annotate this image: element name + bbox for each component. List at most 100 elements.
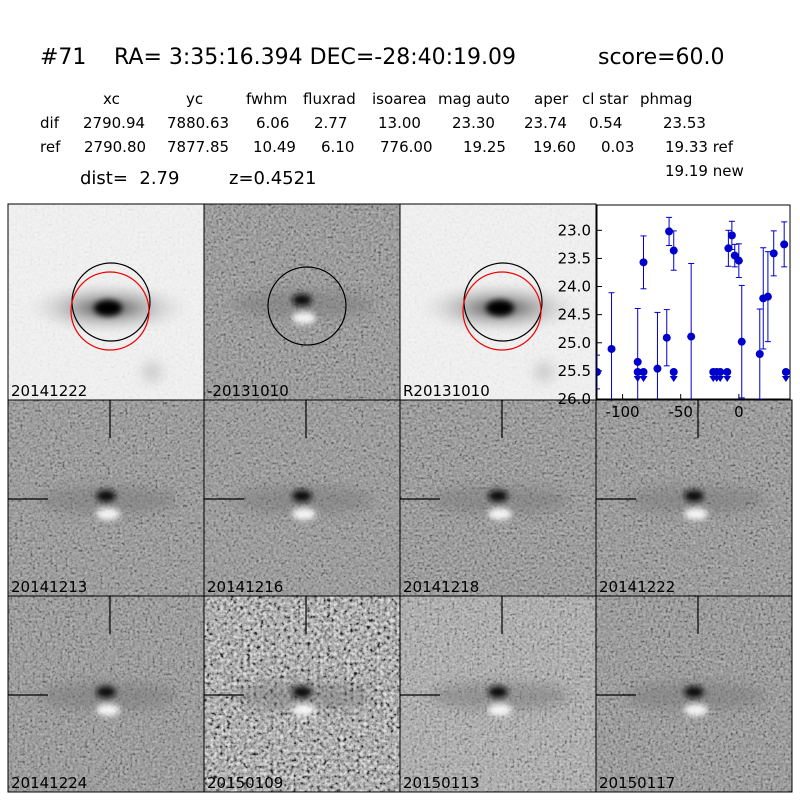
bright-residual xyxy=(96,704,120,716)
dark-residual xyxy=(488,686,508,698)
table-cell: 13.00 xyxy=(378,114,421,132)
image-panel: 20150113 xyxy=(399,595,597,793)
table-cell: 0.03 xyxy=(601,138,634,156)
data-point xyxy=(653,364,662,373)
data-point xyxy=(662,333,671,342)
bright-residual xyxy=(292,508,316,520)
panel-label: 20150109 xyxy=(207,774,283,792)
row-label: ref xyxy=(40,138,61,156)
image-panel: 20141224 xyxy=(7,595,205,793)
panel-label: 20150117 xyxy=(599,774,675,792)
data-point xyxy=(633,368,642,377)
data-point xyxy=(607,344,616,353)
panel-label: 20141216 xyxy=(207,578,283,596)
table-cell: 23.30 xyxy=(452,114,495,132)
image-panel: 20141216 xyxy=(203,399,401,597)
data-point xyxy=(727,231,736,240)
aperture-new xyxy=(70,271,150,351)
panel-label: 20141222 xyxy=(11,382,87,400)
data-point xyxy=(639,258,648,267)
data-point xyxy=(781,368,790,377)
panel-image xyxy=(596,400,792,596)
dark-residual xyxy=(96,686,116,698)
upper-limit xyxy=(669,376,678,383)
column-header: xc xyxy=(103,90,120,108)
aperture xyxy=(267,266,347,346)
table-cell: 776.00 xyxy=(380,138,433,156)
panel-label: 20141213 xyxy=(11,578,87,596)
table-cell: 19.25 xyxy=(463,138,506,156)
bright-residual xyxy=(292,312,316,324)
data-point xyxy=(639,368,648,377)
table-cell: 7877.85 xyxy=(167,138,229,156)
score: score=60.0 xyxy=(598,45,725,70)
panel-label: 20141218 xyxy=(403,578,479,596)
candidate-id: #71 xyxy=(40,45,86,70)
panel-image xyxy=(400,204,596,400)
panel-grid: 20141222 -20131010 R20131010 20141213 201412… xyxy=(7,203,793,793)
data-point xyxy=(723,368,732,377)
panel-image xyxy=(8,400,204,596)
data-point xyxy=(769,249,778,258)
column-header: fwhm xyxy=(246,90,287,108)
data-point xyxy=(669,368,678,377)
data-point xyxy=(737,337,746,346)
table-cell: 2790.94 xyxy=(83,114,145,132)
panel-image xyxy=(204,204,400,400)
table-cell: 19.33 ref xyxy=(665,138,734,156)
column-header: phmag xyxy=(640,90,692,108)
data-point xyxy=(716,368,725,377)
y-tick-label: 24.5 xyxy=(558,306,591,324)
data-point xyxy=(597,368,601,377)
panel-image xyxy=(400,400,596,596)
panel-frame xyxy=(595,595,793,793)
data-point xyxy=(734,256,743,265)
dark-residual xyxy=(488,490,508,502)
dark-residual xyxy=(96,490,116,502)
table-cell: 2790.80 xyxy=(84,138,146,156)
panel-image xyxy=(400,596,596,792)
neighbor xyxy=(142,362,162,382)
coordinates: RA= 3:35:16.394 DEC=-28:40:19.09 xyxy=(114,45,516,70)
galaxy-core xyxy=(94,300,122,316)
table-cell: 0.54 xyxy=(589,114,622,132)
table-cell: 19.60 xyxy=(533,138,576,156)
panel-label: 20150113 xyxy=(403,774,479,792)
upper-limit xyxy=(633,376,642,383)
bright-residual xyxy=(684,704,708,716)
y-tick-label: 25.0 xyxy=(558,334,591,352)
panel-label: 20141224 xyxy=(11,774,87,792)
image-panel: R20131010 xyxy=(399,203,597,401)
column-header: mag auto xyxy=(438,90,510,108)
data-point xyxy=(780,240,789,249)
redshift: z=0.4521 xyxy=(229,168,317,189)
x-tick-label: -100 xyxy=(606,403,640,421)
upper-limit xyxy=(716,376,725,383)
data-point xyxy=(633,357,642,366)
y-tick-label: 23.5 xyxy=(558,249,591,267)
image-panel: 20141218 xyxy=(399,399,597,597)
dark-residual xyxy=(292,294,312,306)
y-tick-label: 24.0 xyxy=(558,278,591,296)
y-tick-label: 26.0 xyxy=(558,390,591,408)
column-header: aper xyxy=(534,90,569,108)
table-cell: 10.49 xyxy=(253,138,296,156)
panel-label: -20131010 xyxy=(207,382,289,400)
distance: dist= 2.79 xyxy=(80,168,179,189)
column-header: yc xyxy=(186,90,203,108)
column-header: fluxrad xyxy=(303,90,356,108)
column-header: isoarea xyxy=(372,90,427,108)
data-point xyxy=(669,246,678,255)
table-cell: 6.10 xyxy=(321,138,354,156)
data-point xyxy=(755,350,764,359)
table-cell: 23.74 xyxy=(524,114,567,132)
panel-image xyxy=(596,596,792,792)
bright-residual xyxy=(488,508,512,520)
x-tick-label: -50 xyxy=(668,403,693,421)
upper-limit xyxy=(723,376,732,383)
panel-label: 20141222 xyxy=(599,578,675,596)
light-curve: 23.0 23.5 24.0 24.5 25.0 25.5 26.0 -100 -50 0 xyxy=(558,204,791,421)
bright-residual xyxy=(684,508,708,520)
image-panel: 20141213 xyxy=(7,399,205,597)
